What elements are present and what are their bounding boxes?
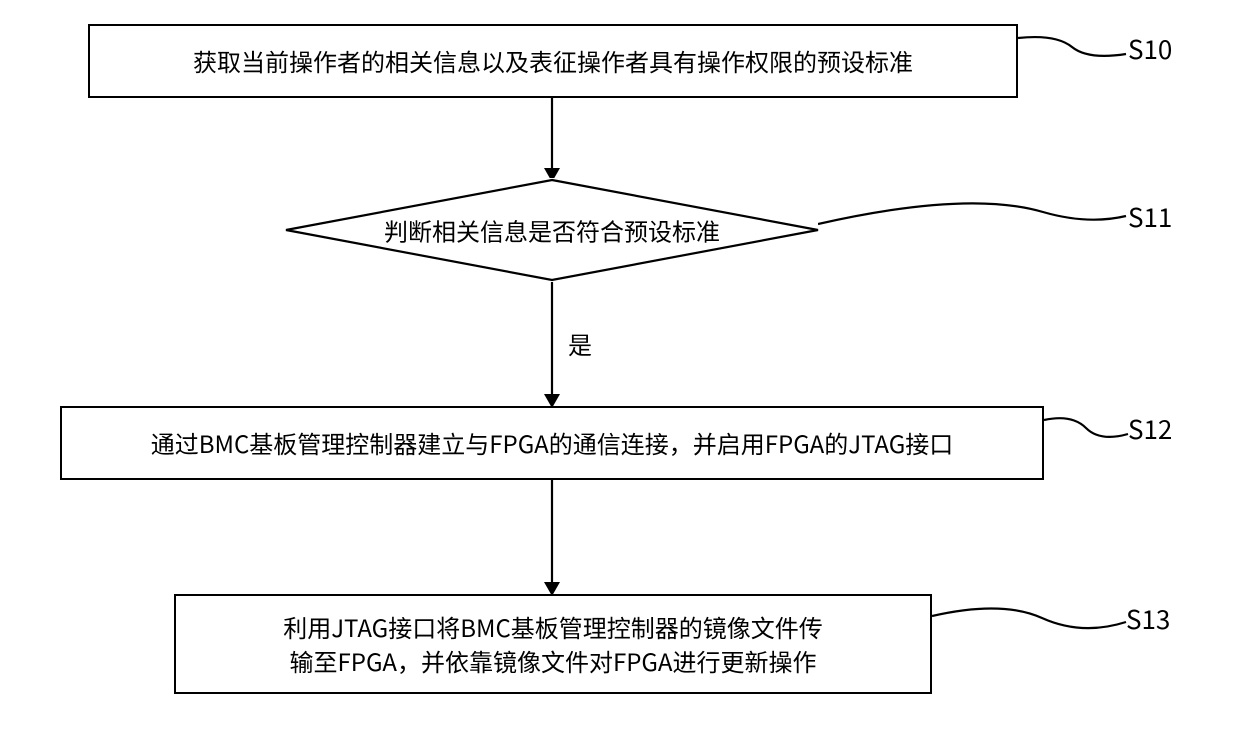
arrow-s11-s12 — [540, 282, 564, 410]
step-s11-diamond: 判断相关信息是否符合预设标准 — [284, 178, 820, 282]
step-s10-text: 获取当前操作者的相关信息以及表征操作者具有操作权限的预设标准 — [193, 44, 913, 78]
step-s12-box: 通过BMC基板管理控制器建立与FPGA的通信连接，并启用FPGA的JTAG接口 — [60, 406, 1044, 480]
step-s12-text: 通过BMC基板管理控制器建立与FPGA的通信连接，并启用FPGA的JTAG接口 — [151, 426, 954, 460]
step-s13-line1: 利用JTAG接口将BMC基板管理控制器的镜像文件传 — [283, 609, 823, 644]
arrow-s12-s13 — [540, 480, 564, 598]
step-s10-box: 获取当前操作者的相关信息以及表征操作者具有操作权限的预设标准 — [88, 24, 1018, 98]
callout-s11 — [818, 192, 1128, 242]
step-s11-text: 判断相关信息是否符合预设标准 — [384, 213, 720, 248]
step-label-s12-text: S12 — [1128, 410, 1172, 447]
step-label-s11-text: S11 — [1128, 198, 1172, 235]
callout-s10 — [1018, 24, 1128, 74]
edge-label-yes: 是 — [568, 326, 592, 361]
callout-s12 — [1044, 406, 1130, 456]
step-label-s11: S11 — [1128, 198, 1172, 235]
step-label-s13: S13 — [1126, 600, 1170, 637]
step-label-s12: S12 — [1128, 410, 1172, 447]
callout-s13 — [932, 596, 1128, 646]
step-label-s10-text: S10 — [1128, 30, 1172, 67]
step-label-s13-text: S13 — [1126, 600, 1170, 637]
step-s13-text: 利用JTAG接口将BMC基板管理控制器的镜像文件传 输至FPGA，并依靠镜像文件… — [283, 610, 823, 677]
edge-label-yes-text: 是 — [568, 326, 592, 361]
arrow-s10-s11 — [540, 98, 564, 184]
step-s13-box: 利用JTAG接口将BMC基板管理控制器的镜像文件传 输至FPGA，并依靠镜像文件… — [174, 594, 932, 694]
step-s13-line2: 输至FPGA，并依靠镜像文件对FPGA进行更新操作 — [290, 643, 817, 678]
step-label-s10: S10 — [1128, 30, 1172, 67]
